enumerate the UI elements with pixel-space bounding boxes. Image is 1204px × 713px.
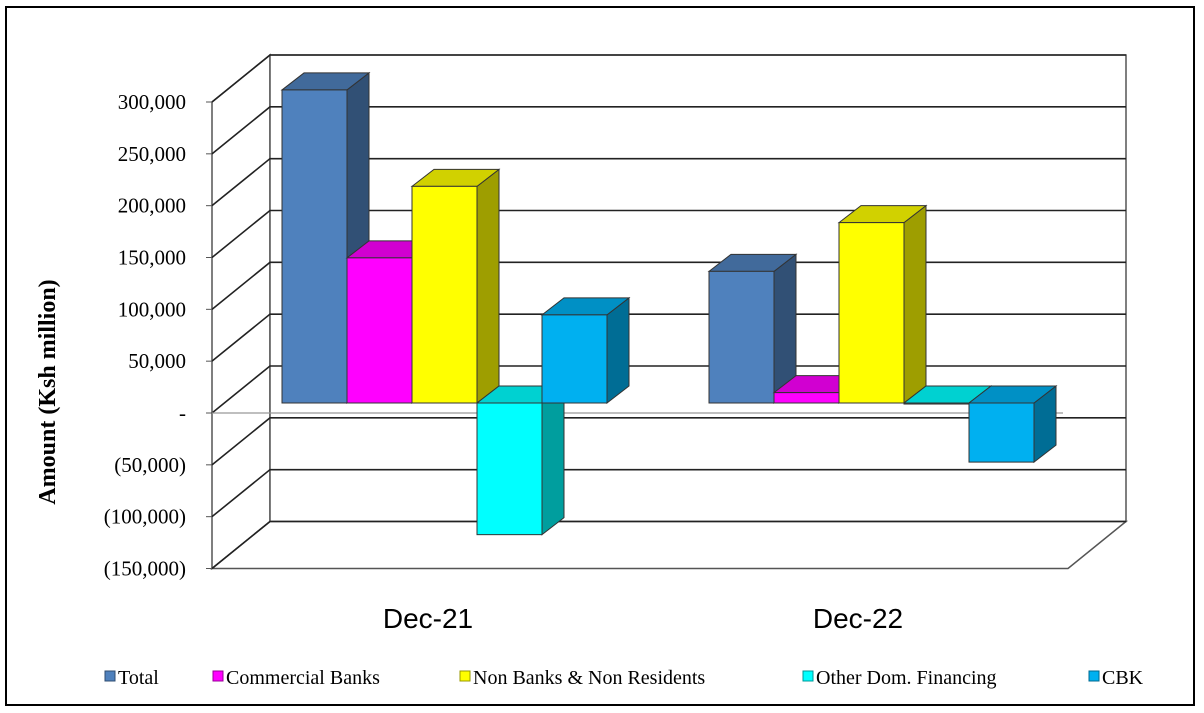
bar	[707, 253, 798, 405]
y-axis-label: Amount (Ksh million)	[35, 279, 61, 504]
y-tick-label: 100,000	[118, 297, 186, 321]
bar-side	[903, 204, 927, 405]
y-tick-label: (100,000)	[104, 505, 186, 529]
gridline	[211, 54, 1126, 103]
gridline	[211, 157, 1126, 207]
legend-item: Other Dom. Financing	[802, 667, 997, 689]
bar	[837, 204, 928, 405]
y-tick-label: (50,000)	[114, 453, 186, 477]
legend-swatch	[1088, 670, 1100, 682]
bar-front	[903, 402, 970, 405]
bar-front	[773, 392, 840, 404]
legend-item: Non Banks & Non Residents	[459, 667, 705, 689]
legend-label: Non Banks & Non Residents	[473, 667, 705, 689]
bar-front	[968, 402, 1035, 463]
y-axis-ticks: 300,000 250,000 200,000 150,000 100,000 50,00…	[104, 90, 212, 581]
bar-side	[541, 384, 565, 536]
legend-label: Total	[118, 667, 159, 689]
bar-front	[541, 314, 608, 404]
y-tick-label: (150,000)	[104, 557, 186, 581]
x-axis-categories: Dec-21 Dec-22	[383, 603, 903, 634]
bar-front	[708, 270, 775, 404]
gridline	[211, 417, 1126, 466]
y-tick-label: -	[179, 401, 186, 425]
gridline	[211, 209, 1126, 259]
bar-front	[346, 257, 413, 404]
y-tick-label: 200,000	[118, 194, 186, 218]
gridline	[211, 520, 1126, 570]
legend-label: Commercial Banks	[226, 667, 380, 689]
bar	[967, 384, 1058, 464]
bars	[280, 71, 1058, 536]
y-tick-label: 150,000	[118, 246, 186, 270]
bar	[410, 168, 501, 405]
legend-label: Other Dom. Financing	[816, 667, 997, 689]
legend-swatch	[802, 670, 814, 682]
legend-item: Commercial Banks	[212, 667, 380, 689]
y-tick-label: 250,000	[118, 142, 186, 166]
bar-front	[411, 185, 478, 404]
gridline	[211, 468, 1126, 518]
y-tick-label: 300,000	[118, 90, 186, 114]
legend-swatch	[212, 670, 224, 682]
legend: Total Commercial Banks Non Banks & Non Res…	[104, 667, 1144, 689]
category-label: Dec-21	[383, 603, 473, 634]
category-label: Dec-22	[813, 603, 903, 634]
bar-front	[838, 222, 905, 404]
floor	[209, 520, 1129, 570]
legend-item: CBK	[1088, 667, 1144, 689]
legend-swatch	[104, 670, 116, 682]
bar-side	[476, 168, 500, 405]
bar-side	[606, 296, 630, 405]
legend-item: Total	[104, 667, 159, 689]
y-tick-label: 50,000	[128, 349, 186, 373]
side-wall	[211, 53, 271, 571]
gridline	[211, 106, 1126, 155]
bar-front	[476, 402, 543, 536]
bar	[540, 296, 631, 405]
legend-label: CBK	[1102, 667, 1144, 689]
bar-front	[281, 89, 348, 404]
bar	[475, 384, 566, 536]
legend-swatch	[459, 670, 471, 682]
